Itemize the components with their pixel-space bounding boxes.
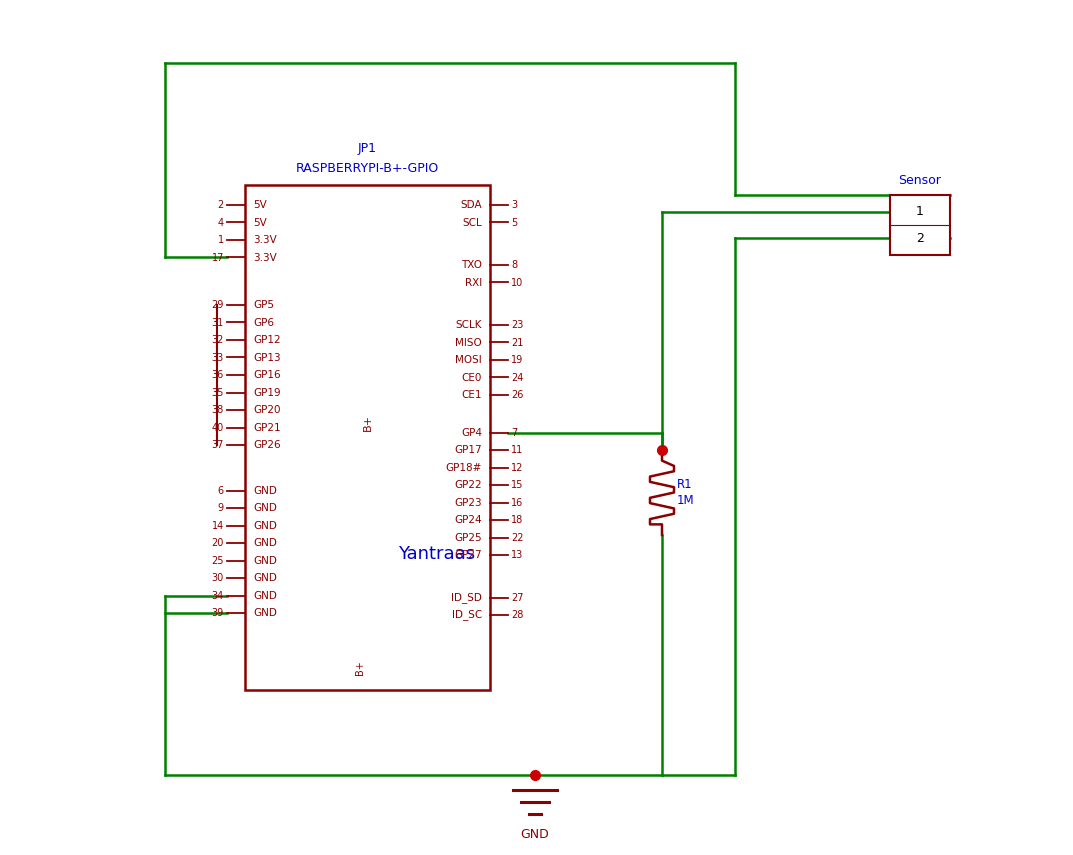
Text: 38: 38 (211, 405, 224, 415)
Text: 5: 5 (511, 217, 517, 227)
Text: GND: GND (253, 503, 277, 513)
Text: 9: 9 (218, 503, 224, 513)
Text: 31: 31 (211, 317, 224, 327)
Text: GP23: GP23 (454, 498, 482, 508)
Text: GP17: GP17 (454, 445, 482, 455)
Text: 20: 20 (211, 538, 224, 548)
Text: 1M: 1M (677, 494, 694, 507)
Text: 1: 1 (218, 235, 224, 245)
Text: 15: 15 (511, 480, 524, 490)
Bar (890, 195, 950, 255)
Text: 7: 7 (511, 428, 517, 438)
Text: 25: 25 (211, 556, 224, 565)
Text: MISO: MISO (455, 338, 482, 347)
Text: GND: GND (253, 608, 277, 618)
Text: 30: 30 (211, 573, 224, 583)
Text: 4: 4 (218, 217, 224, 227)
Text: CE0: CE0 (461, 373, 482, 382)
Text: JP1: JP1 (358, 142, 377, 155)
Text: GND: GND (253, 591, 277, 600)
Text: 34: 34 (211, 591, 224, 600)
Text: GND: GND (253, 538, 277, 548)
Text: GP13: GP13 (253, 352, 281, 363)
Text: GP26: GP26 (253, 440, 281, 450)
Text: 22: 22 (511, 533, 524, 543)
Text: GP5: GP5 (253, 300, 274, 310)
Text: 5V: 5V (253, 200, 267, 210)
Text: GP6: GP6 (253, 317, 274, 327)
Text: Yantraas: Yantraas (397, 545, 474, 563)
Text: 24: 24 (511, 373, 524, 382)
Text: 13: 13 (511, 550, 524, 560)
Text: GND: GND (520, 828, 549, 841)
Text: 32: 32 (211, 335, 224, 345)
Text: B+: B+ (355, 661, 365, 675)
Text: MOSI: MOSI (455, 355, 482, 365)
Text: 3.3V: 3.3V (253, 252, 277, 262)
Text: GND: GND (253, 486, 277, 496)
Text: ID_SC: ID_SC (452, 610, 482, 621)
Text: GND: GND (253, 556, 277, 565)
Text: 39: 39 (211, 608, 224, 618)
Text: RASPBERRYPI-B+-GPIO: RASPBERRYPI-B+-GPIO (296, 162, 439, 175)
Text: 14: 14 (211, 521, 224, 530)
Text: 37: 37 (211, 440, 224, 450)
Text: 16: 16 (511, 498, 524, 508)
Text: 23: 23 (511, 320, 524, 330)
Text: GP12: GP12 (253, 335, 281, 345)
Text: RXI: RXI (465, 278, 482, 287)
Text: 8: 8 (511, 260, 517, 270)
Text: GP27: GP27 (454, 550, 482, 560)
Text: Sensor: Sensor (898, 174, 941, 187)
Text: 5V: 5V (253, 217, 267, 227)
Text: 19: 19 (511, 355, 524, 365)
Text: GP19: GP19 (253, 387, 281, 398)
Text: R1: R1 (677, 478, 693, 491)
Bar (245, 185, 490, 690)
Text: GND: GND (253, 521, 277, 530)
Text: GP21: GP21 (253, 422, 281, 433)
Text: ID_SD: ID_SD (451, 592, 482, 603)
Text: 12: 12 (511, 463, 524, 473)
Text: 40: 40 (211, 422, 224, 433)
Text: 18: 18 (511, 515, 524, 525)
Text: 2: 2 (218, 200, 224, 210)
Text: SDA: SDA (460, 200, 482, 210)
Text: 21: 21 (511, 338, 524, 347)
Text: GP16: GP16 (253, 370, 281, 380)
Text: 11: 11 (511, 445, 524, 455)
Text: SCL: SCL (462, 217, 482, 227)
Text: 10: 10 (511, 278, 524, 287)
Text: GP20: GP20 (253, 405, 280, 415)
Text: CE1: CE1 (461, 390, 482, 400)
Text: GP18#: GP18# (445, 463, 482, 473)
Text: GP4: GP4 (461, 428, 482, 438)
Text: 29: 29 (211, 300, 224, 310)
Text: 26: 26 (511, 390, 524, 400)
Text: GP22: GP22 (454, 480, 482, 490)
Text: 33: 33 (211, 352, 224, 363)
Text: 27: 27 (511, 593, 524, 603)
Text: TXO: TXO (461, 260, 482, 270)
Text: 1: 1 (916, 205, 924, 218)
Text: 6: 6 (218, 486, 224, 496)
Text: 28: 28 (511, 610, 524, 620)
Text: GP25: GP25 (454, 533, 482, 543)
Text: SCLK: SCLK (456, 320, 482, 330)
Text: 36: 36 (211, 370, 224, 380)
Text: GND: GND (253, 573, 277, 583)
Text: 2: 2 (916, 232, 924, 245)
Text: 3.3V: 3.3V (253, 235, 277, 245)
Text: 3: 3 (511, 200, 517, 210)
Text: B+: B+ (363, 414, 372, 431)
Text: GP24: GP24 (454, 515, 482, 525)
Text: 35: 35 (211, 387, 224, 398)
Text: 17: 17 (211, 252, 224, 262)
